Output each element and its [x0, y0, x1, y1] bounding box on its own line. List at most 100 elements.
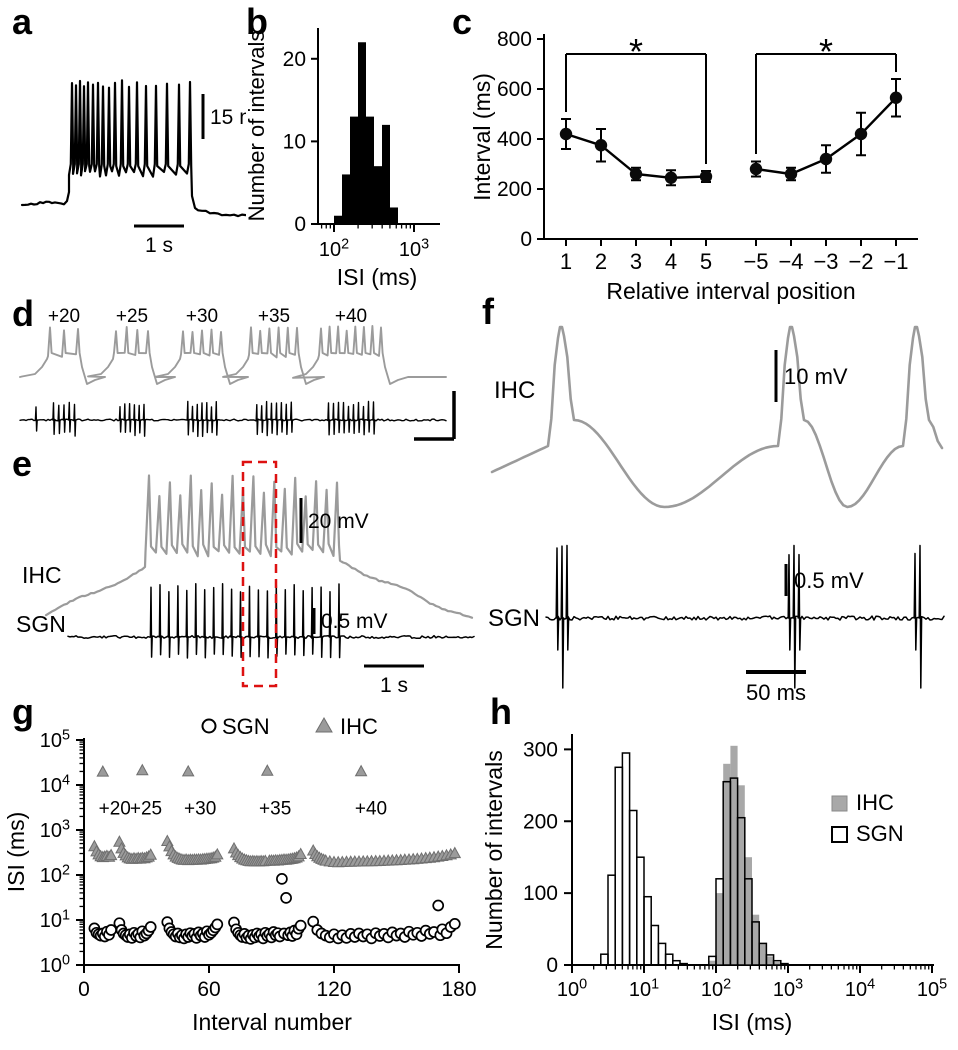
sgn-bar: [650, 924, 660, 966]
sgn-trace: [67, 582, 475, 659]
hist-bar: [350, 116, 358, 224]
scalebar-20mv-label: 20 mV: [308, 510, 369, 533]
hist-bar: [390, 207, 398, 224]
sgn-circle: [280, 892, 292, 904]
y-tick-label: 20: [283, 48, 306, 71]
scalebar-1s-label: 1 s: [145, 234, 173, 257]
legend-sgn-marker: [831, 826, 848, 843]
x-axis-label: Interval number: [192, 1009, 352, 1035]
ihc-label: IHC: [494, 377, 535, 404]
x-tick-label: 1: [560, 249, 572, 274]
panel-letter-h: h: [490, 691, 512, 732]
x-tick-label: 180: [441, 978, 476, 1001]
y-tick-label: 600: [497, 78, 532, 101]
x-axis-label: ISI (ms): [337, 264, 418, 290]
x-tick-label: 2: [595, 249, 607, 274]
y-tick-label: 0: [546, 954, 558, 977]
hist-bar: [382, 124, 390, 224]
x-tick-label: 104: [845, 976, 875, 1001]
step-label: +20: [48, 306, 80, 327]
hist-bar: [342, 174, 350, 224]
sgn-bar: [664, 953, 674, 966]
ihc-triangle: [96, 765, 110, 777]
scalebar-10mv-label: 10 mV: [784, 364, 848, 389]
y-tick-label: 0: [520, 228, 532, 251]
y-tick-label: 0: [294, 213, 306, 236]
x-tick-label: 4: [665, 249, 677, 274]
data-point: [784, 167, 798, 181]
y-tick-label: 200: [523, 810, 558, 833]
sgn-bar: [600, 953, 609, 966]
sig-star: *: [819, 31, 833, 72]
sgn-bar: [621, 752, 631, 966]
panel-d-plot: +20 +25 +30 +35 +40: [19, 306, 456, 441]
scalebar-1s-label: 1 s: [380, 674, 408, 697]
step-label: +40: [335, 306, 367, 327]
legend-ihc-label: IHC: [856, 790, 894, 815]
hist-bar: [366, 116, 374, 224]
data-point: [594, 139, 608, 152]
panel-letter-b: b: [246, 1, 268, 42]
sig-star: *: [629, 31, 643, 72]
panel-letter-d: d: [12, 293, 34, 334]
step-label: +25: [116, 306, 148, 327]
panel-letter-f: f: [482, 291, 494, 332]
y-tick-label: 100: [40, 952, 70, 977]
legend-sgn-label: SGN: [856, 821, 904, 846]
ihc-bar: [752, 914, 760, 965]
burst-label: +20: [99, 798, 131, 819]
ihc-triangle: [113, 835, 126, 847]
ihc-label: IHC: [22, 562, 62, 588]
legend-sgn-label: SGN: [222, 714, 270, 739]
y-tick-label: 400: [497, 128, 532, 151]
panel-e-plot: IHC SGN 20 mV 0.5 mV 1 s: [16, 460, 475, 697]
y-axis-label: Interval (ms): [469, 73, 495, 201]
legend-ihc-marker: [831, 795, 848, 812]
y-tick-label: 105: [40, 727, 70, 752]
x-tick-label: 0: [78, 978, 90, 1001]
ihc-bar: [730, 745, 738, 965]
sgn-bar: [628, 809, 638, 966]
panel-letter-g: g: [12, 691, 34, 732]
sgn-bar: [672, 959, 681, 966]
ihc-triangle: [104, 848, 118, 861]
scalebar-05mv-label: 0.5 mV: [321, 610, 388, 633]
sgn-label: SGN: [16, 611, 66, 637]
ihc-bars: [708, 745, 781, 966]
sgn-circle: [448, 918, 461, 930]
panel-c-plot: 0 200 400 600 800 1 2 3 4 5 −5 −4 −3 −2 −1 * * Interval (…: [469, 28, 918, 304]
x-tick-label: 120: [316, 978, 351, 1001]
legend-ihc-marker: [315, 716, 333, 733]
sgn-bar: [636, 856, 645, 966]
ihc-bar: [773, 962, 781, 965]
y-tick-label: 102: [40, 862, 70, 887]
ihc-triangle: [354, 764, 368, 777]
scalebar-15mv-label: 15 mV: [210, 106, 246, 129]
panel-a-plot: 15 mV 1 s: [20, 79, 246, 257]
ihc-trace: [44, 474, 474, 619]
ihc-triangle: [210, 847, 224, 860]
step-label: +30: [186, 306, 218, 327]
x-tick-label: 101: [629, 976, 659, 1001]
y-tick-label: 100: [523, 882, 558, 905]
y-tick-label: 300: [523, 738, 558, 761]
step-label: +35: [258, 306, 290, 327]
y-tick-label: 103: [40, 817, 70, 842]
x-tick-label: −1: [883, 249, 908, 274]
x-tick-label: −2: [848, 249, 873, 274]
data-point: [699, 170, 713, 183]
panel-g-plot: 100 101 102 103 104 105 0 60 120 180 +20 +25 +30 +35 +…: [4, 714, 477, 1035]
panel-letter-a: a: [12, 1, 33, 42]
panel-letter-c: c: [452, 1, 473, 42]
sgn-label: SGN: [488, 605, 540, 632]
ihc-points: [88, 763, 462, 868]
ihc-triangle: [135, 763, 149, 776]
x-tick-label: 105: [917, 976, 947, 1001]
y-tick-label: 10: [283, 130, 306, 153]
ihc-triangle: [260, 764, 274, 776]
ihc-triangle: [144, 848, 158, 860]
ihc-bar: [708, 960, 716, 965]
sgn-circle: [432, 899, 445, 912]
ihc-triangle: [448, 846, 462, 859]
